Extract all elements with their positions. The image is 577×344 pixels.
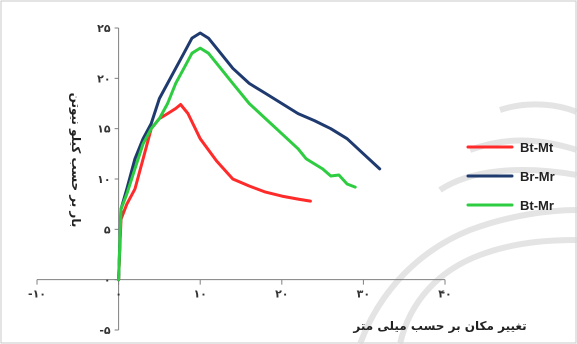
x-tick-label: -۱۰	[28, 288, 46, 301]
series-line-bt-mr	[117, 46, 357, 282]
x-tick-label: ۰	[115, 288, 122, 301]
series-line-bt-mt	[117, 103, 312, 282]
y-tick-label: ۲۰	[97, 72, 110, 85]
x-tick-label: ۳۰	[357, 288, 370, 301]
y-tick-label: ۲۵	[97, 22, 111, 35]
x-tick-label: ۱۰	[193, 288, 206, 301]
y-tick-label: ۱۵	[97, 123, 111, 136]
y-tick-label: ۱۰	[97, 173, 110, 186]
x-tick-label: ۲۰	[275, 288, 288, 301]
legend: Bt-Mt Br-Mr Bt-Mr	[466, 140, 555, 213]
y-tick-label: ۰	[104, 274, 111, 287]
legend-label-br-mr: Br-Mr	[520, 169, 555, 184]
watermark-logo	[357, 101, 577, 344]
y-tick-label: ۵	[104, 223, 111, 236]
y-axis-title: بار بر حسب کیلو نیوتن	[68, 93, 83, 228]
legend-label-bt-mt: Bt-Mt	[520, 140, 554, 155]
y-tick-label: -۵	[99, 324, 111, 337]
series-group	[117, 31, 382, 282]
legend-label-bt-mr: Bt-Mr	[520, 198, 554, 213]
series-line-br-mr	[117, 31, 382, 282]
x-tick-label: ۴۰	[438, 288, 451, 301]
x-axis-title: تغییر مکان بر حسب میلی متر	[352, 319, 526, 333]
